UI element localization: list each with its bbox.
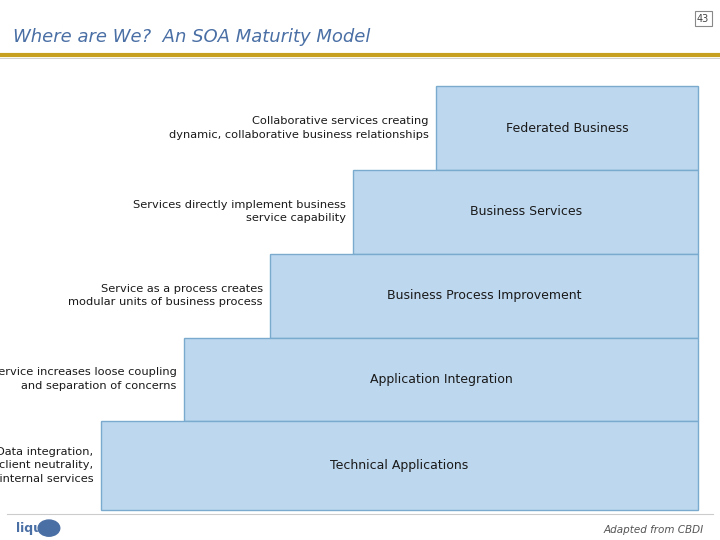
Text: Adapted from CBDI: Adapted from CBDI	[604, 525, 704, 535]
Text: Service as a process creates
modular units of business process: Service as a process creates modular uni…	[68, 284, 263, 307]
Text: Data integration,
client neutrality,
shared internal services: Data integration, client neutrality, sha…	[0, 447, 94, 484]
Bar	[101, 421, 698, 510]
Bar	[270, 254, 698, 338]
Text: Application Integration: Application Integration	[369, 373, 513, 386]
Circle shape	[38, 520, 60, 536]
Text: Technical Applications: Technical Applications	[330, 459, 469, 472]
Text: 43: 43	[697, 14, 709, 24]
Text: Where are We?  An SOA Maturity Model: Where are We? An SOA Maturity Model	[13, 28, 370, 46]
Bar	[436, 86, 698, 170]
Text: Services directly implement business
service capability: Services directly implement business ser…	[132, 200, 346, 224]
Text: Collaborative services creating
dynamic, collaborative business relationships: Collaborative services creating dynamic,…	[168, 116, 428, 140]
Text: Service increases loose coupling
and separation of concerns: Service increases loose coupling and sep…	[0, 367, 176, 391]
Bar	[184, 338, 698, 421]
Bar	[353, 170, 698, 254]
Text: Business Process Improvement: Business Process Improvement	[387, 289, 582, 302]
Text: Federated Business: Federated Business	[505, 122, 629, 135]
Text: liquid: liquid	[16, 522, 55, 535]
Text: Business Services: Business Services	[469, 205, 582, 219]
